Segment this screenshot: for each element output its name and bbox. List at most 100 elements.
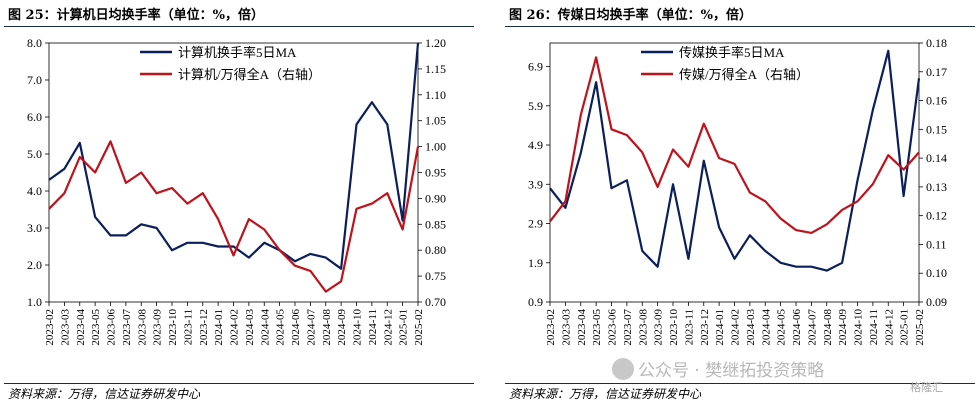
x-tick-label: 2024-06	[791, 309, 803, 346]
x-tick-label: 2024-06	[290, 309, 302, 346]
y-right-tick-label: 0.13	[926, 180, 947, 194]
y-left-tick-label: 4.0	[27, 184, 42, 198]
x-tick-label: 2024-11	[868, 309, 880, 345]
x-tick-label: 2023-04	[75, 309, 87, 346]
y-right-tick-label: 1.00	[425, 140, 446, 154]
y-right-tick-label: 0.85	[425, 217, 446, 231]
y-right-tick-label: 0.12	[926, 209, 947, 223]
y-left-tick-label: 5.0	[27, 147, 42, 161]
y-left-tick-label: 4.9	[528, 138, 543, 152]
y-right-tick-label: 1.15	[425, 62, 446, 76]
x-tick-label: 2024-12	[883, 309, 895, 346]
x-tick-label: 2025-01	[398, 309, 410, 346]
y-right-tick-label: 0.95	[425, 166, 446, 180]
y-left-tick-label: 6.9	[528, 60, 543, 74]
x-tick-label: 2023-02	[545, 309, 557, 346]
x-tick-label: 2023-03	[560, 309, 572, 346]
y-left-tick-label: 2.0	[27, 258, 42, 272]
x-tick-label: 2024-07	[305, 309, 317, 346]
figure-source: 资料来源：万得，信达证券研发中心	[8, 387, 201, 401]
y-left-tick-label: 5.9	[528, 99, 543, 113]
y-right-tick-label: 0.10	[926, 266, 947, 280]
y-left-tick-label: 2.9	[528, 217, 543, 231]
y-left-tick-label: 7.0	[27, 73, 42, 87]
y-right-tick-label: 0.14	[926, 151, 947, 165]
x-tick-label: 2023-07	[121, 309, 133, 346]
x-tick-label: 2023-05	[90, 309, 102, 346]
y-left-tick-label: 8.0	[27, 36, 42, 50]
x-tick-label: 2024-02	[730, 309, 742, 346]
title-rule	[505, 26, 975, 27]
x-tick-label: 2024-12	[382, 309, 394, 346]
figure-panel-media: 图 26：传媒日均换手率（单位：%，倍） 0.9 1.9 2.9 3.9 4.9 5.9 6…	[501, 0, 979, 406]
wechat-logo-icon	[612, 358, 634, 380]
x-tick-label: 2023-05	[591, 309, 603, 346]
x-tick-label: 2023-02	[44, 309, 56, 346]
y-right-tick-label: 0.75	[425, 269, 446, 283]
y-right-tick-label: 0.18	[926, 36, 947, 50]
y-right-tick-label: 0.17	[926, 65, 947, 79]
x-tick-label: 2025-02	[413, 309, 425, 346]
legend-label: 计算机/万得全A（右轴）	[178, 67, 321, 82]
y-right-tick-label: 0.15	[926, 122, 947, 136]
x-tick-label: 2024-05	[776, 309, 788, 346]
y-right-tick-label: 1.05	[425, 114, 446, 128]
legend-label: 计算机换手率5日MA	[178, 45, 297, 60]
x-tick-label: 2023-10	[167, 309, 179, 346]
x-tick-label: 2024-01	[714, 309, 726, 346]
x-tick-label: 2023-11	[182, 309, 194, 345]
x-tick-label: 2024-08	[321, 309, 333, 346]
x-tick-label: 2024-09	[336, 309, 348, 346]
series-line-1	[549, 49, 921, 272]
y-left-tick-label: 3.9	[528, 177, 543, 191]
legend-label: 传媒换手率5日MA	[679, 45, 785, 60]
y-right-tick-label: 0.11	[926, 237, 947, 251]
x-tick-label: 2024-11	[367, 309, 379, 345]
y-left-tick-label: 0.9	[528, 295, 543, 309]
x-tick-label: 2024-04	[259, 309, 271, 346]
source-rule	[505, 383, 975, 384]
y-right-tick-label: 1.20	[425, 36, 446, 50]
x-tick-label: 2025-02	[914, 309, 926, 346]
x-tick-label: 2024-01	[213, 309, 225, 346]
y-left-tick-label: 3.0	[27, 221, 42, 235]
x-tick-label: 2023-10	[668, 309, 680, 346]
watermark-text: 公众号 · 樊继拓投资策略	[638, 361, 825, 381]
y-right-tick-label: 0.16	[926, 94, 947, 108]
series-line-2	[48, 140, 420, 293]
x-tick-label: 2024-02	[229, 309, 241, 346]
x-tick-label: 2023-06	[106, 309, 118, 346]
y-right-tick-label: 1.10	[425, 88, 446, 102]
x-tick-label: 2023-03	[59, 309, 71, 346]
y-left-tick-label: 1.9	[528, 256, 543, 270]
watermark: 公众号 · 樊继拓投资策略	[612, 356, 824, 381]
x-tick-label: 2024-10	[352, 309, 364, 346]
chart-media-turnover: 0.9 1.9 2.9 3.9 4.9 5.9 6.9 0.09 0.10 0.11 0.12 0.1…	[528, 36, 947, 346]
source-rule	[4, 383, 474, 384]
y-left-tick-label: 1.0	[27, 295, 42, 309]
figure-title: 图 25：计算机日均换手率（单位：%，倍）	[8, 8, 264, 23]
y-right-tick-label: 0.90	[425, 191, 446, 205]
x-tick-label: 2023-06	[607, 309, 619, 346]
figure-source: 资料来源：万得，信达证券研发中心	[509, 387, 702, 401]
x-tick-label: 2024-04	[760, 309, 772, 346]
x-tick-label: 2023-08	[637, 309, 649, 346]
x-tick-label: 2023-11	[683, 309, 695, 345]
x-tick-label: 2024-03	[745, 309, 757, 346]
x-tick-label: 2023-09	[653, 309, 665, 346]
chart-computer-turnover: 1.0 2.0 3.0 4.0 5.0 6.0 7.0 8.0 0.70 0.75 0.80 0.85…	[27, 36, 446, 346]
x-tick-label: 2024-10	[853, 309, 865, 346]
x-tick-label: 2023-08	[136, 309, 148, 346]
x-tick-label: 2023-07	[622, 309, 634, 346]
x-tick-label: 2024-07	[806, 309, 818, 346]
title-rule	[4, 26, 474, 27]
figure-title: 图 26：传媒日均换手率（单位：%，倍）	[509, 8, 752, 23]
x-tick-label: 2023-04	[576, 309, 588, 346]
x-tick-label: 2024-08	[822, 309, 834, 346]
x-tick-label: 2024-05	[275, 309, 287, 346]
corner-badge: 格隆汇	[910, 381, 943, 394]
y-left-tick-label: 6.0	[27, 110, 42, 124]
legend-label: 传媒/万得全A（右轴）	[679, 67, 809, 82]
x-tick-label: 2024-03	[244, 309, 256, 346]
x-tick-label: 2023-09	[152, 309, 164, 346]
